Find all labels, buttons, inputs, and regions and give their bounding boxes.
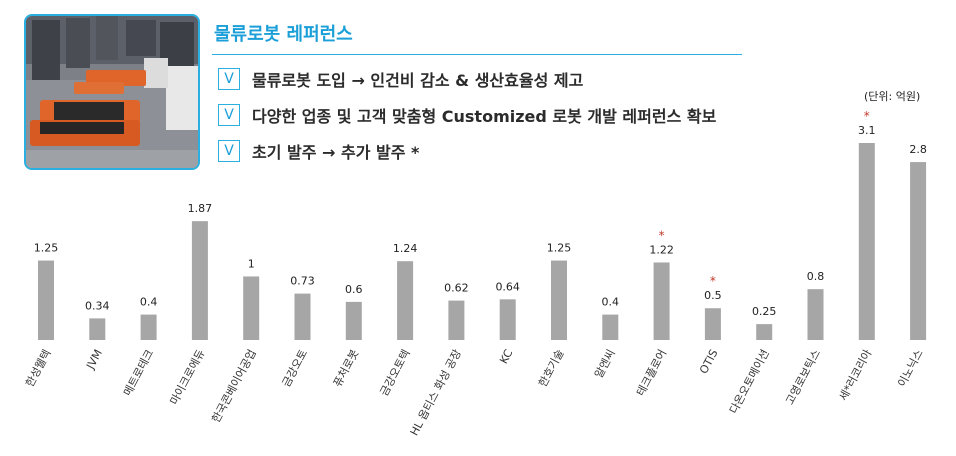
category-label: 금강오토	[280, 347, 310, 389]
category-label: 퓨처로봇	[331, 347, 361, 389]
chart-bar	[294, 293, 311, 340]
bullet-item: V 물류로봇 도입 → 인건비 감소 & 생산효율성 제고	[218, 66, 583, 92]
check-mark-icon: V	[218, 104, 240, 126]
data-label: 1.22	[649, 243, 674, 256]
check-mark-icon: V	[218, 140, 240, 162]
category-label: 금강오토텍	[378, 347, 413, 398]
data-label: 0.73	[290, 275, 315, 288]
chart-bar	[38, 260, 54, 340]
data-label: 0.62	[444, 282, 469, 295]
data-label: 1.25	[547, 242, 572, 255]
data-label: 0.4	[140, 296, 158, 309]
warehouse-robots-photo	[24, 14, 200, 170]
bullet-item: V 초기 발주 → 추가 발주 *	[218, 138, 419, 164]
category-label: 마이크로에듀	[168, 347, 208, 407]
data-label: 1.87	[188, 202, 213, 215]
chart-bar	[653, 262, 670, 340]
title-divider	[212, 54, 742, 55]
chart-bar	[704, 308, 721, 340]
chart-bar	[602, 314, 619, 340]
category-label: HL 옵티스 화성 공장	[408, 347, 464, 438]
data-label: 1.25	[34, 242, 59, 255]
data-label: 1	[248, 257, 255, 270]
data-label: 0.34	[85, 299, 110, 312]
category-label: 다온오토메이션	[727, 347, 772, 416]
asterisk-mark: *	[864, 109, 870, 123]
chart-bar	[89, 318, 106, 340]
chart-bar	[140, 314, 157, 340]
category-label: 고영로보틱스	[783, 347, 823, 407]
asterisk-mark: *	[710, 274, 716, 288]
chart-bar	[858, 143, 875, 340]
bullet-text: 초기 발주 → 추가 발주 *	[252, 143, 420, 162]
data-label: 0.64	[495, 280, 520, 293]
category-label: 메트로테크	[121, 347, 156, 398]
category-label: 알엔씨	[591, 347, 618, 380]
category-label: OTIS	[697, 347, 721, 376]
category-label: 테크플로어	[634, 347, 669, 398]
category-label: KC	[497, 347, 515, 366]
data-label: 2.8	[909, 143, 927, 156]
chart-bar	[345, 301, 362, 340]
bullet-item: V 다양한 업종 및 고객 맞춤형 Customized 로봇 개발 레퍼런스 …	[218, 102, 716, 128]
unit-label: (단위: 억원)	[864, 90, 921, 103]
chart-bar	[807, 289, 824, 340]
data-label: 0.4	[602, 296, 620, 309]
chart-bar	[756, 324, 773, 340]
data-label: 0.6	[345, 283, 363, 296]
category-label: 한성웰텍	[23, 347, 53, 389]
data-label: 3.1	[858, 124, 876, 137]
data-label: 1.24	[393, 242, 418, 255]
category-label: JVM	[83, 347, 104, 372]
data-label: 0.25	[752, 305, 777, 318]
warehouse-robots-icon	[26, 16, 198, 168]
data-label: 0.8	[807, 270, 825, 283]
check-mark-icon: V	[218, 68, 240, 90]
chart-bar	[243, 276, 260, 340]
category-label: 한국콘베이어공업	[209, 347, 258, 425]
page-title: 물류로봇 레퍼런스	[214, 24, 353, 45]
chart-bar	[191, 221, 208, 340]
category-label: 한호기술	[536, 347, 566, 389]
bullet-text: 다양한 업종 및 고객 맞춤형 Customized 로봇 개발 레퍼런스 확보	[252, 107, 717, 126]
asterisk-mark: *	[659, 228, 665, 242]
data-label: 0.5	[704, 289, 722, 302]
bullet-text: 물류로봇 도입 → 인건비 감소 & 생산효율성 제고	[252, 71, 584, 90]
chart-bar	[499, 299, 516, 340]
category-label: 세*러코리아	[837, 347, 875, 403]
chart-bar	[448, 300, 465, 340]
chart-bar	[551, 260, 567, 340]
category-label: 이노닉스	[895, 347, 925, 389]
chart-bar	[397, 261, 414, 340]
chart-bar	[910, 162, 927, 340]
